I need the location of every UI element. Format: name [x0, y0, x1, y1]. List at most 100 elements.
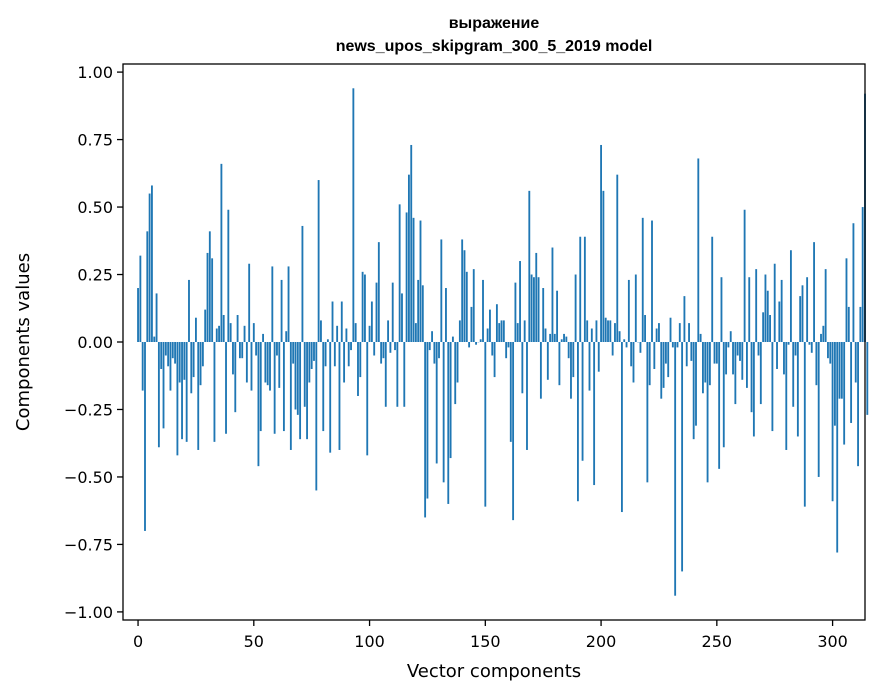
- bar-215: [634, 274, 637, 342]
- bar-154: [493, 342, 496, 378]
- y-tick-label-6: −0.50: [64, 468, 113, 487]
- bar-44: [238, 342, 241, 359]
- plot-frame: [122, 63, 866, 621]
- bar-90: [345, 328, 348, 342]
- bar-142: [465, 271, 468, 342]
- bar-266: [752, 342, 755, 437]
- chart-title-line-2: news_upos_skipgram_300_5_2019 model: [336, 38, 653, 55]
- bar-137: [454, 342, 457, 405]
- bar-287: [801, 285, 804, 342]
- bar-184: [563, 333, 565, 342]
- bar-5: [148, 193, 151, 342]
- bar-276: [776, 342, 778, 369]
- bar-201: [602, 190, 605, 342]
- bar-160: [507, 342, 510, 348]
- bar-99: [366, 342, 369, 456]
- bar-165: [519, 261, 521, 342]
- bar-28: [201, 342, 204, 367]
- bar-232: [674, 342, 677, 596]
- bar-43: [236, 315, 239, 342]
- bar-121: [417, 279, 420, 342]
- bar-146: [475, 342, 477, 345]
- bar-93: [352, 88, 355, 342]
- bar-96: [359, 342, 362, 378]
- y-axis-ticks: 1.00 0.75 0.50 0.25 0.00 −0.25 −0.50 −0.75 −1.00: [64, 63, 123, 622]
- bar-31: [208, 231, 211, 342]
- y-tick-label-0: 1.00: [77, 63, 113, 82]
- bar-174: [539, 342, 542, 399]
- bar-240: [692, 342, 695, 440]
- bar-166: [521, 342, 524, 394]
- bar-7: [153, 336, 156, 342]
- y-tick-label-8: −1.00: [64, 603, 113, 622]
- bar-88: [340, 301, 343, 342]
- bar-262: [743, 209, 746, 342]
- bar-224: [655, 328, 658, 342]
- x-tick-label-50: 50: [244, 632, 264, 651]
- bar-313: [861, 207, 864, 342]
- bar-214: [632, 342, 635, 383]
- bar-68: [294, 342, 297, 410]
- bar-299: [829, 342, 832, 364]
- bar-272: [766, 290, 769, 342]
- bar-128: [433, 342, 436, 364]
- bar-92: [350, 342, 352, 351]
- bar-91: [347, 342, 350, 367]
- bar-249: [713, 342, 716, 364]
- bar-270: [762, 312, 765, 342]
- bar-195: [588, 342, 591, 391]
- bar-177: [546, 342, 549, 380]
- bar-135: [449, 342, 452, 459]
- bar-102: [373, 342, 376, 356]
- bar-187: [570, 342, 572, 399]
- bar-8: [155, 293, 158, 342]
- bar-62: [280, 279, 283, 342]
- bar-183: [560, 339, 563, 342]
- bar-188: [572, 342, 575, 378]
- bar-19: [181, 342, 183, 440]
- y-tick-label-1: 0.75: [77, 131, 113, 150]
- bar-225: [658, 323, 660, 342]
- bar-208: [618, 331, 621, 342]
- bar-194: [586, 320, 589, 342]
- bar-191: [579, 236, 582, 342]
- bar-204: [609, 320, 612, 342]
- bar-199: [597, 342, 600, 372]
- bar-245: [704, 342, 707, 383]
- bar-67: [292, 342, 295, 364]
- x-tick-label-200: 200: [586, 632, 617, 651]
- bar-116: [405, 212, 408, 342]
- bar-178: [549, 333, 552, 342]
- bar-132: [442, 342, 445, 483]
- bar-180: [553, 333, 556, 342]
- bar-267: [755, 269, 758, 342]
- bar-288: [803, 342, 806, 507]
- bar-14: [169, 342, 172, 391]
- bar-16: [174, 342, 177, 364]
- bar-21: [185, 342, 188, 442]
- bar-86: [336, 325, 339, 342]
- bar-117: [407, 174, 410, 342]
- bar-87: [338, 342, 341, 450]
- bar-308: [850, 342, 853, 423]
- bar-55: [264, 342, 267, 383]
- bar-303: [838, 342, 841, 399]
- bar-284: [794, 342, 797, 356]
- bar-124: [424, 342, 427, 518]
- bar-171: [533, 277, 535, 342]
- bar-89: [343, 342, 346, 383]
- bar-289: [806, 277, 809, 342]
- bar-11: [162, 342, 165, 429]
- bar-296: [822, 325, 825, 342]
- bar-257: [732, 342, 734, 375]
- bar-40: [229, 323, 232, 342]
- bar-294: [817, 342, 820, 477]
- bar-0: [137, 288, 139, 342]
- bar-34: [215, 328, 218, 342]
- bar-261: [741, 342, 744, 380]
- bar-85: [333, 342, 336, 367]
- bar-153: [491, 342, 494, 356]
- bar-248: [711, 236, 714, 342]
- bar-306: [845, 258, 848, 342]
- bar-189: [574, 274, 577, 342]
